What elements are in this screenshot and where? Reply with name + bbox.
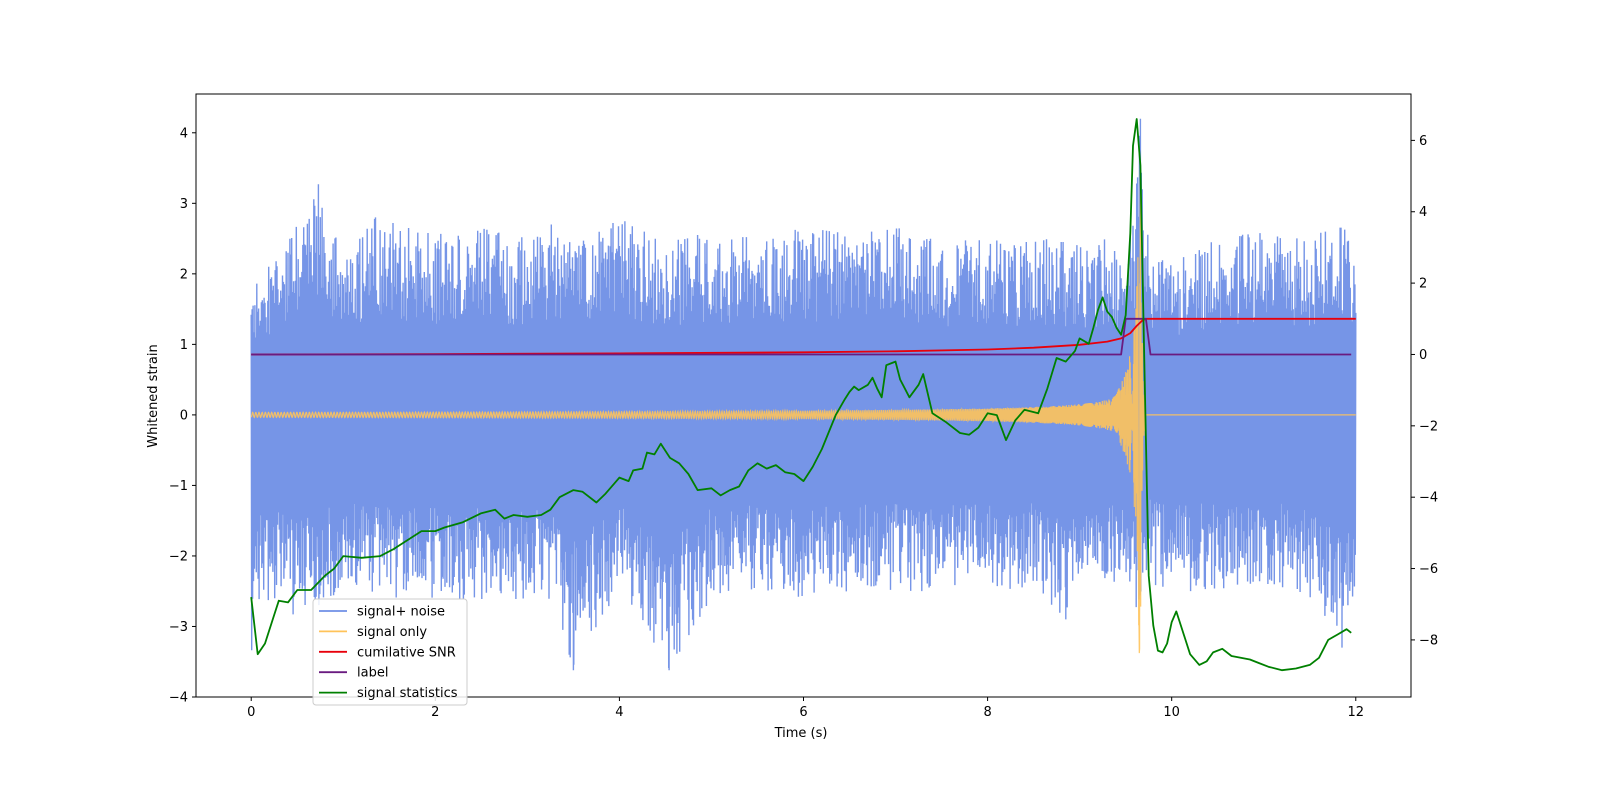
legend-entry: label	[319, 666, 388, 681]
series-signal-statistics	[250, 118, 1352, 672]
legend-label: cumilative SNR	[357, 645, 456, 660]
x-tick-label: 2	[431, 705, 439, 720]
y-axis-right: −8 −6 −4 −2 0 2 4 6	[1411, 134, 1438, 648]
x-tick-label: 6	[799, 705, 807, 720]
x-tick-label: 8	[983, 705, 991, 720]
series-signal-plus-noise	[250, 118, 1357, 671]
y-tick-label: 2	[180, 267, 188, 282]
y2-tick-label: −4	[1419, 491, 1438, 506]
y2-tick-label: 0	[1419, 348, 1427, 363]
legend-label: signal+ noise	[357, 605, 445, 620]
legend-entry: signal only	[319, 625, 427, 640]
y2-tick-label: 4	[1419, 205, 1427, 220]
y-tick-label: 0	[180, 408, 188, 423]
y-tick-label: −1	[169, 479, 188, 494]
legend-entry: signal statistics	[319, 686, 458, 701]
x-axis: 0 2 4 6 8 10 12	[247, 697, 1364, 720]
legend-label: signal statistics	[357, 686, 458, 701]
legend-entry: signal+ noise	[319, 605, 445, 620]
series-label	[251, 317, 1352, 356]
y-tick-label: 4	[180, 126, 188, 141]
legend-label: signal only	[357, 625, 427, 640]
x-tick-label: 12	[1347, 705, 1364, 720]
y2-tick-label: 2	[1419, 277, 1427, 292]
y-axis-label: Whitened strain	[146, 344, 161, 447]
x-tick-label: 10	[1163, 705, 1180, 720]
y-axis-left: −4 −3 −2 −1 0 1 2 3 4	[169, 126, 196, 706]
y-tick-label: −4	[169, 691, 188, 706]
legend-box	[312, 598, 468, 706]
series-layer	[250, 118, 1357, 672]
y2-tick-label: −8	[1419, 633, 1438, 648]
legend: signal+ noise signal only cumilative SNR la…	[312, 598, 468, 706]
x-tick-label: 0	[247, 705, 255, 720]
x-axis-label: Time (s)	[774, 726, 828, 741]
legend-label: label	[357, 666, 388, 681]
y2-tick-label: −2	[1419, 419, 1438, 434]
x-tick-label: 4	[615, 705, 623, 720]
y-tick-label: 1	[180, 338, 188, 353]
series-signal-only	[250, 160, 1356, 654]
series-cumulative-snr	[251, 317, 1356, 356]
y2-tick-label: −6	[1419, 562, 1438, 577]
legend-entry: cumilative SNR	[319, 645, 456, 660]
y-tick-label: 3	[180, 197, 188, 212]
y-tick-label: −2	[169, 549, 188, 564]
y2-tick-label: 6	[1419, 134, 1427, 149]
y-tick-label: −3	[169, 620, 188, 635]
